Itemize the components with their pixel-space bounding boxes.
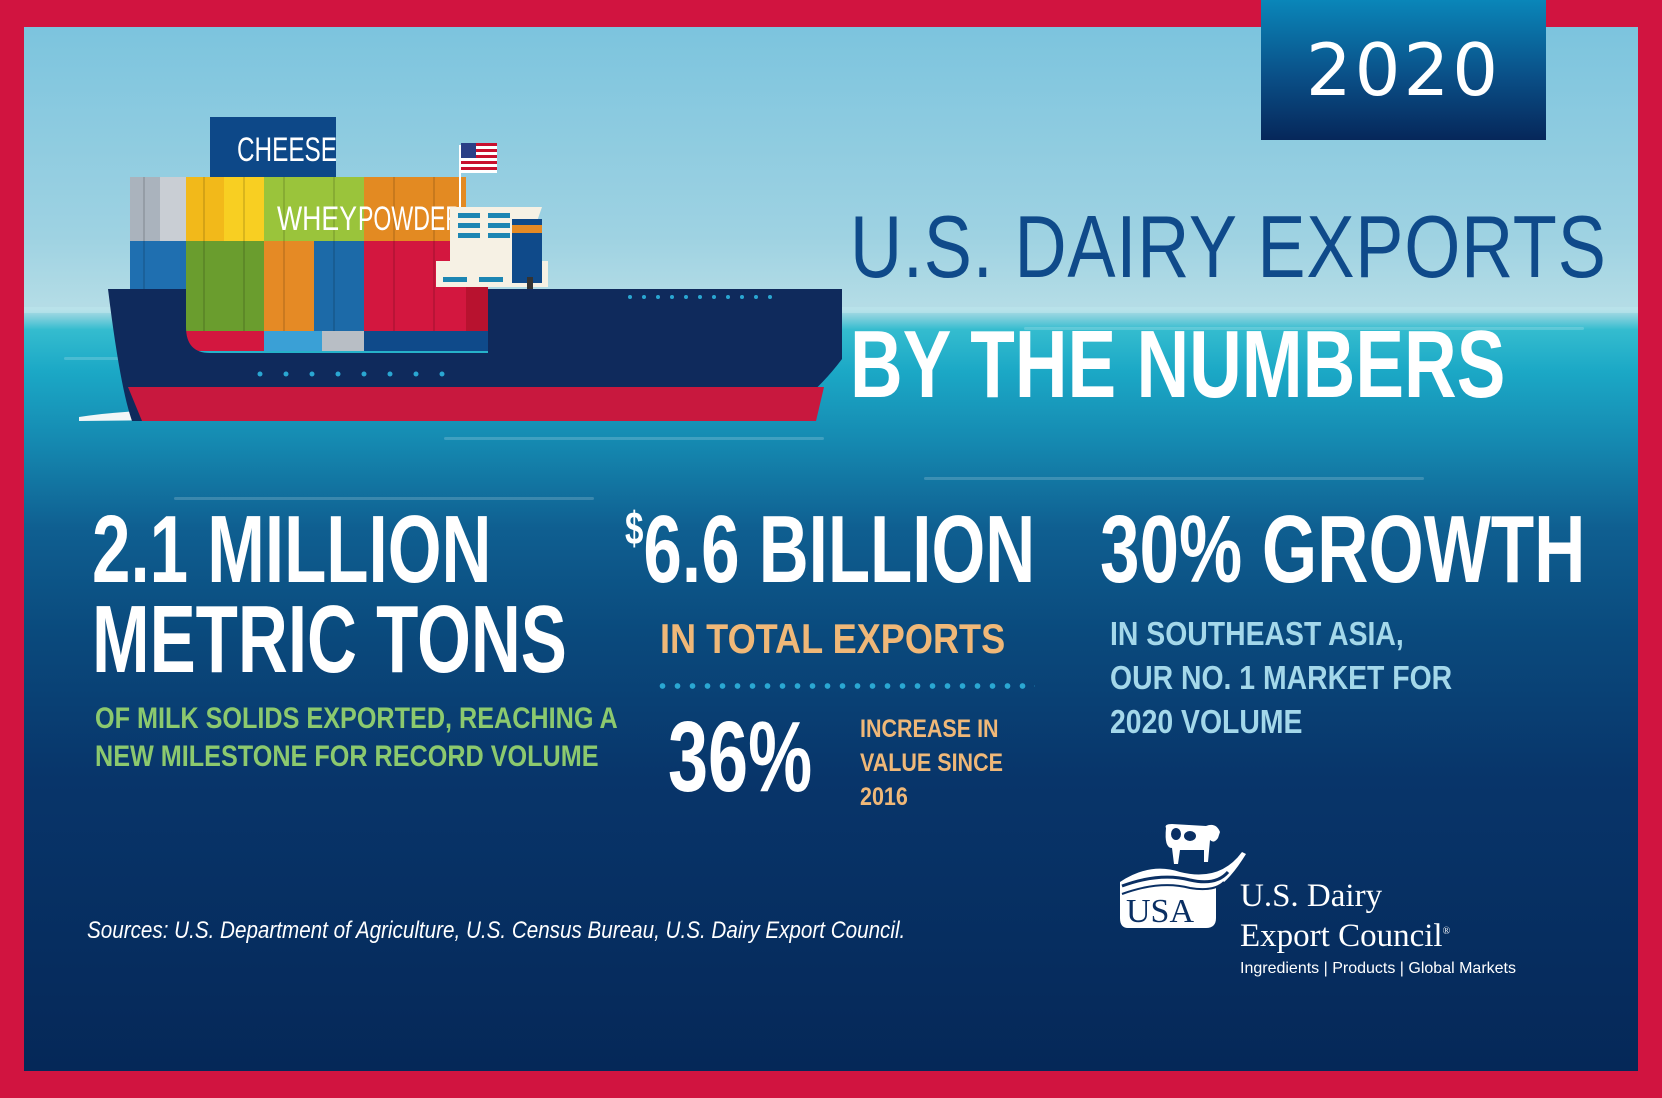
usa-badge xyxy=(1120,852,1246,928)
container-cheese xyxy=(210,117,336,177)
stat-growth-subtext-line2: OUR NO. 1 MARKET FOR xyxy=(1110,659,1453,696)
dotted-divider xyxy=(655,683,1035,689)
stat-increase-label-line3: 2016 xyxy=(860,783,908,811)
us-flag-icon xyxy=(461,143,497,173)
stat-volume-headline-line1: 2.1 MILLION xyxy=(92,496,492,603)
usa-badge-text: USA xyxy=(1126,893,1194,930)
wave xyxy=(444,437,824,440)
logo-org-name: U.S. Dairy Export Council® xyxy=(1240,878,1450,954)
logo-tagline: Ingredients | Products | Global Markets xyxy=(1240,960,1516,977)
infographic-panel: CHEESE WHEY POWDER xyxy=(24,27,1638,1071)
stat-volume-headline-line2: METRIC TONS xyxy=(92,586,567,693)
registered-mark: ® xyxy=(1442,926,1451,937)
stat-increase-value: 36% xyxy=(668,701,813,813)
stat-increase-label: INCREASE IN VALUE SINCE 2016 xyxy=(860,712,1003,814)
containers: CHEESE WHEY POWDER xyxy=(130,117,488,351)
label-powder: POWDER xyxy=(358,200,462,238)
stat-value-headline: $6.6 BILLION xyxy=(625,495,1035,605)
label-whey: WHEY xyxy=(277,200,357,238)
title-line2: BY THE NUMBERS xyxy=(850,311,1506,418)
label-cheese: CHEESE xyxy=(237,131,337,169)
usdec-logo: USA xyxy=(1120,824,1246,930)
ship-bridge xyxy=(436,145,548,291)
stat-growth-subtext-line1: IN SOUTHEAST ASIA, xyxy=(1110,615,1404,652)
ship-hull-stripe xyxy=(128,387,824,421)
stat-increase-label-line1: INCREASE IN xyxy=(860,715,999,743)
wave xyxy=(924,477,1424,480)
stat-value-amount: 6.6 BILLION xyxy=(643,496,1036,603)
wave xyxy=(1024,327,1584,330)
stat-volume-subtext-line2: NEW MILESTONE FOR RECORD VOLUME xyxy=(95,740,599,773)
year-label: 2020 xyxy=(1305,28,1502,112)
logo-name-line1: U.S. Dairy xyxy=(1240,878,1383,914)
year-badge: 2020 xyxy=(1261,0,1546,140)
cargo-ship-illustration: CHEESE WHEY POWDER xyxy=(79,117,842,421)
stat-growth-headline: 30% GROWTH xyxy=(1100,496,1586,603)
currency-symbol: $ xyxy=(625,502,644,554)
stat-volume-subtext: OF MILK SOLIDS EXPORTED, REACHING A NEW … xyxy=(95,700,618,776)
logo-name-line2: Export Council xyxy=(1240,918,1443,954)
sources-citation: Sources: U.S. Department of Agriculture,… xyxy=(87,917,906,944)
stat-value-subtext: IN TOTAL EXPORTS xyxy=(660,615,1006,662)
stat-volume-subtext-line1: OF MILK SOLIDS EXPORTED, REACHING A xyxy=(95,702,618,735)
stat-growth-subtext-line3: 2020 VOLUME xyxy=(1110,703,1303,740)
wave xyxy=(174,497,594,500)
title-line1: U.S. DAIRY EXPORTS xyxy=(850,197,1607,296)
cow-icon xyxy=(1165,824,1220,864)
stat-increase-label-line2: VALUE SINCE xyxy=(860,749,1003,777)
stat-growth-subtext: IN SOUTHEAST ASIA, OUR NO. 1 MARKET FOR … xyxy=(1110,612,1452,744)
portholes xyxy=(257,295,772,377)
